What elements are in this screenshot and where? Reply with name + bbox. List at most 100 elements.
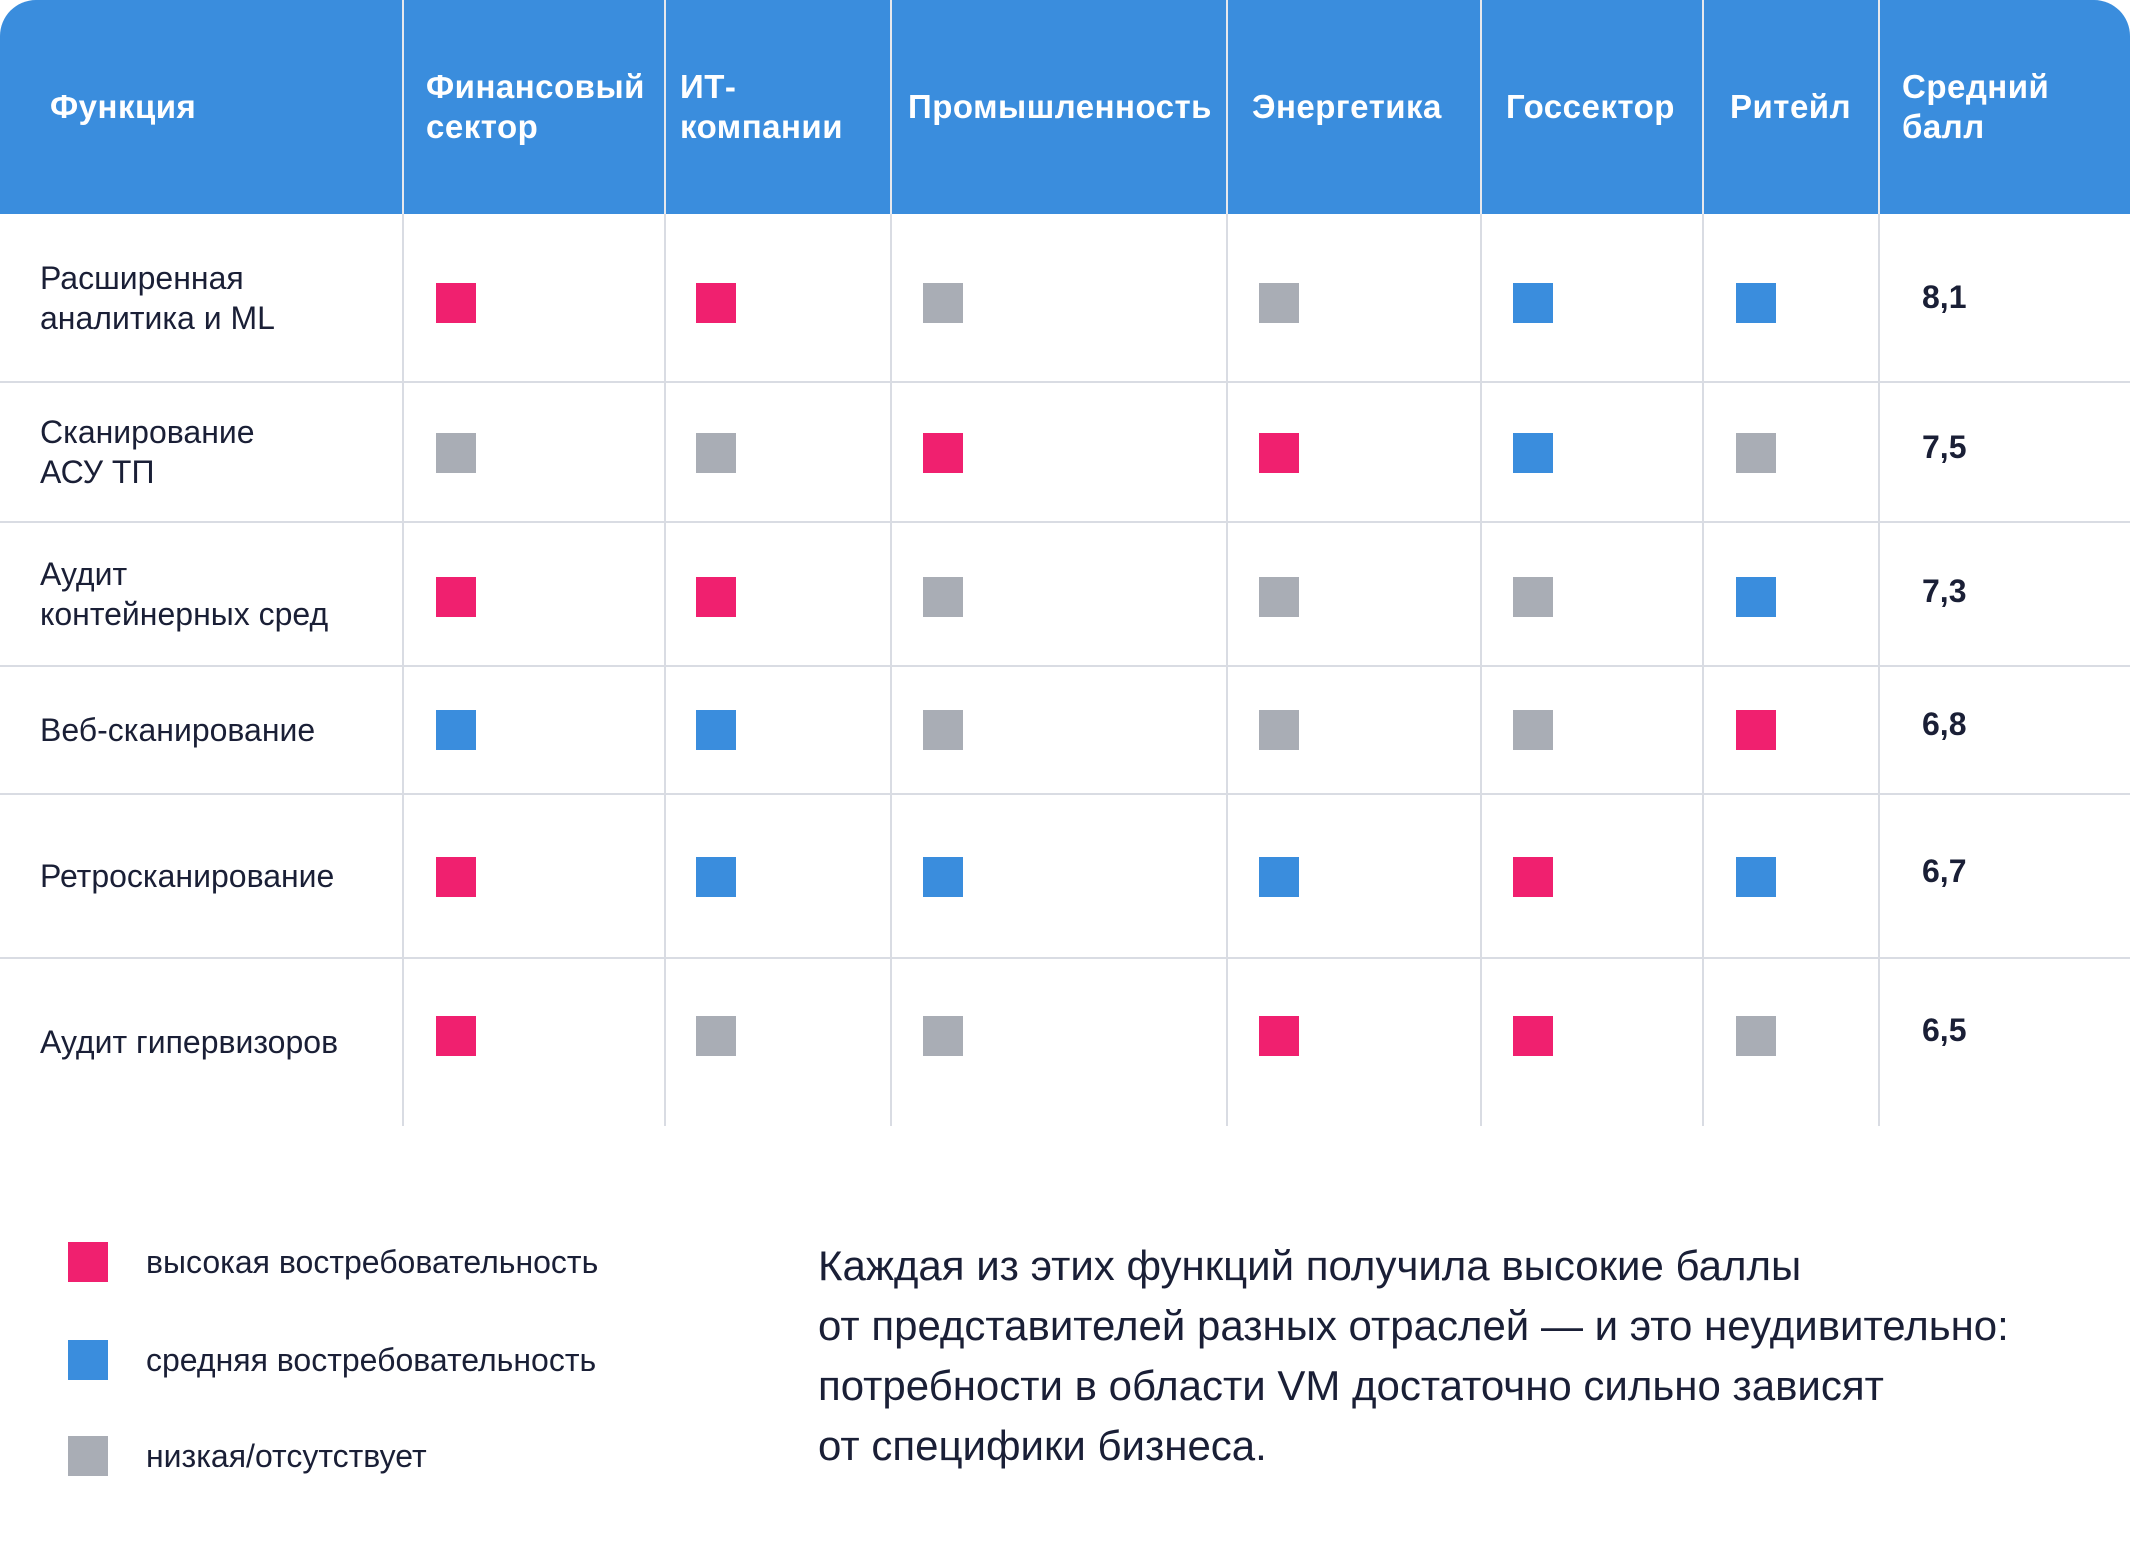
legend-swatch-high [68,1242,108,1282]
demand-marker-high [696,283,736,323]
demand-marker-medium [1736,857,1776,897]
legend-swatch-low [68,1436,108,1476]
column-header-average-line: балл [1902,108,1985,145]
row-label: Веб-сканирование [40,712,316,748]
demand-marker-high [1259,433,1299,473]
demand-marker-high [923,433,963,473]
demand-table: Функция Финансовый сектор ИТ- компании П… [0,0,2130,1126]
header-column-divider [402,0,404,214]
row-divider [0,957,2130,959]
demand-marker-low [1513,710,1553,750]
demand-marker-low [696,1016,736,1056]
demand-marker-high [1736,710,1776,750]
header-column-divider [664,0,666,214]
column-divider [664,0,666,1126]
demand-marker-medium [1736,283,1776,323]
demand-marker-low [696,433,736,473]
demand-marker-low [923,283,963,323]
average-score: 7,5 [1922,429,1967,465]
header-column-divider [1878,0,1880,214]
column-header-it-line: ИТ- [680,68,737,105]
column-divider [1878,0,1880,1126]
summary-note-line: Каждая из этих функций получила высокие … [818,1242,1802,1289]
demand-marker-high [696,577,736,617]
column-header-financial: Финансовый сектор [426,0,666,214]
average-score: 6,8 [1922,706,1967,742]
demand-marker-medium [696,857,736,897]
column-header-government-line: Госсектор [1506,88,1675,125]
row-label: Расширенная аналитика и ML [40,260,275,336]
demand-marker-medium [696,710,736,750]
demand-marker-medium [1259,857,1299,897]
row-divider [0,381,2130,383]
row-label: Аудит контейнерных сред [40,556,329,632]
demand-marker-high [436,1016,476,1056]
header-column-divider [1226,0,1228,214]
demand-marker-medium [436,710,476,750]
demand-marker-high [1259,1016,1299,1056]
column-header-industry: Промышленность [908,0,1228,214]
summary-note-line: потребности в области VM достаточно силь… [818,1362,1884,1409]
column-header-it-line: компании [680,108,844,145]
table-header [0,0,2130,214]
demand-marker-low [1259,577,1299,617]
average-score: 8,1 [1922,279,1967,315]
demand-marker-low [923,577,963,617]
column-divider [402,0,404,1126]
demand-marker-high [436,577,476,617]
header-column-divider [1702,0,1704,214]
demand-marker-medium [1513,433,1553,473]
column-header-retail: Ритейл [1730,0,1890,214]
demand-marker-low [923,710,963,750]
legend-label: высокая востребовательность [146,1243,599,1280]
demand-marker-high [1513,857,1553,897]
row-divider [0,665,2130,667]
column-divider [890,0,892,1126]
average-score: 7,3 [1922,573,1967,609]
legend-swatch-medium [68,1340,108,1380]
legend-item-high: высокая востребовательность [68,1242,598,1282]
summary-note-line: от специфики бизнеса. [818,1422,1267,1469]
demand-marker-low [923,1016,963,1056]
demand-marker-low [1259,283,1299,323]
column-divider [1702,0,1704,1126]
row-divider [0,793,2130,795]
demand-marker-low [436,433,476,473]
column-header-average: Средний балл [1902,0,2102,214]
demand-marker-low [1259,710,1299,750]
column-header-average-line: Средний [1902,68,2050,105]
demand-marker-high [436,857,476,897]
demand-marker-low [1513,577,1553,617]
row-label: Сканирование АСУ ТП [40,414,255,490]
demand-marker-low [1736,1016,1776,1056]
row-label: Аудит гипервизоров [40,1024,339,1060]
column-header-energy: Энергетика [1252,0,1472,214]
demand-marker-medium [1736,577,1776,617]
average-score: 6,5 [1922,1012,1967,1048]
row-divider [0,521,2130,523]
column-header-energy-line: Энергетика [1252,88,1442,125]
column-header-financial-line: Финансовый [426,68,645,105]
header-column-divider [890,0,892,214]
column-header-retail-line: Ритейл [1730,88,1852,125]
demand-marker-medium [923,857,963,897]
column-header-it: ИТ- компании [680,0,890,214]
column-divider [1480,0,1482,1126]
average-score: 6,7 [1922,853,1967,889]
column-header-government: Госсектор [1506,0,1706,214]
header-column-divider [1480,0,1482,214]
column-header-industry-line: Промышленность [908,88,1212,125]
column-header-function-line: Функция [50,88,197,125]
demand-marker-high [1513,1016,1553,1056]
legend-label: низкая/отсутствует [146,1437,427,1474]
summary-note: Каждая из этих функций получила высокие … [818,1236,2068,1476]
column-header-financial-line: сектор [426,108,539,145]
demand-marker-low [1736,433,1776,473]
column-divider [1226,0,1228,1126]
summary-note-line: от представителей разных отраслей — и эт… [818,1302,2009,1349]
legend-item-low: низкая/отсутствует [68,1436,427,1476]
demand-marker-medium [1513,283,1553,323]
row-label: Ретросканирование [40,858,335,894]
column-header-function: Функция [50,0,390,214]
demand-marker-high [436,283,476,323]
